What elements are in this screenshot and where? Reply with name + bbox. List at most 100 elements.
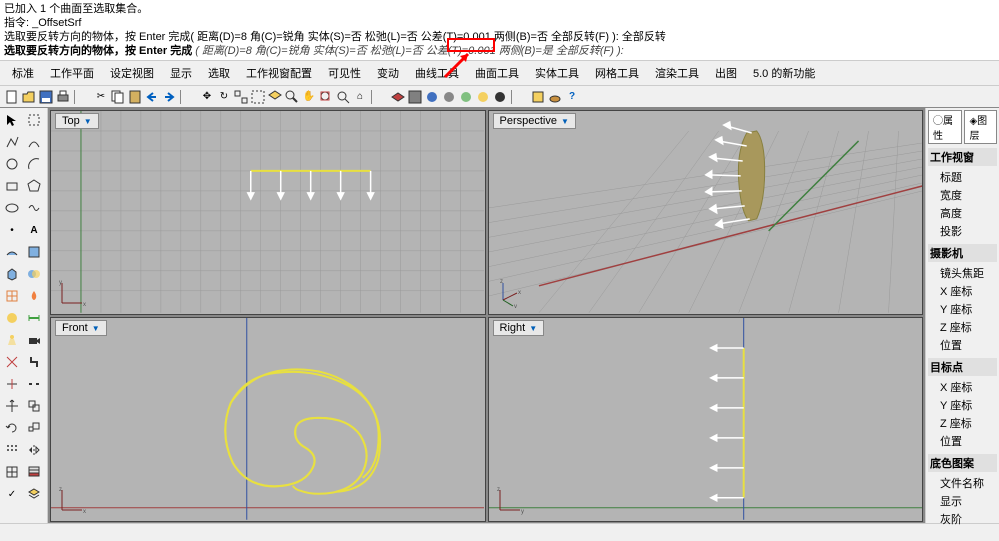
viewport-right[interactable]: Right▼ yz [488,317,924,522]
move-icon[interactable]: ✥ [199,89,215,105]
shade-icon[interactable] [424,89,440,105]
polygon-icon[interactable] [24,176,44,196]
prop-filename[interactable]: 文件名称 [928,474,997,492]
pan-icon[interactable]: ✋ [301,89,317,105]
props-icon[interactable] [24,462,44,482]
check-icon[interactable]: ✓ [2,484,22,504]
light-icon[interactable] [475,89,491,105]
menu-select[interactable]: 选取 [200,63,238,83]
twosided-icon[interactable] [492,89,508,105]
prop-projection[interactable]: 投影 [928,222,997,240]
prop-tx[interactable]: X 座标 [928,378,997,396]
prop-ty[interactable]: Y 座标 [928,396,997,414]
tab-layers[interactable]: ◈图层 [964,110,997,144]
prop-height[interactable]: 高度 [928,204,997,222]
prop-campos[interactable]: 位置 [928,336,997,354]
zoom-icon[interactable] [284,89,300,105]
array-icon[interactable] [2,440,22,460]
scale-tool-icon[interactable] [24,418,44,438]
prop-camz[interactable]: Z 座标 [928,318,997,336]
circle-icon[interactable] [2,154,22,174]
menu-cplane[interactable]: 工作平面 [42,63,102,83]
viewport-right-title[interactable]: Right▼ [493,320,545,336]
menu-layout[interactable]: 工作视窗配置 [238,63,320,83]
open-icon[interactable] [21,89,37,105]
surface-icon[interactable] [2,242,22,262]
prop-title[interactable]: 标题 [928,168,997,186]
save-icon[interactable] [38,89,54,105]
polyline-icon[interactable] [2,132,22,152]
ellipse-icon[interactable] [2,198,22,218]
home-icon[interactable]: ⌂ [352,89,368,105]
new-icon[interactable] [4,89,20,105]
pointer-icon[interactable] [2,110,22,130]
curve2-icon[interactable] [24,198,44,218]
trim-icon[interactable] [2,374,22,394]
prop-tpos[interactable]: 位置 [928,432,997,450]
prop-focal[interactable]: 镜头焦距 [928,264,997,282]
menu-drafting[interactable]: 出图 [707,63,745,83]
tab-properties[interactable]: ◯属性 [928,110,962,144]
sphere-icon[interactable] [458,89,474,105]
viewport-perspective-title[interactable]: Perspective▼ [493,113,576,129]
prop-show[interactable]: 显示 [928,492,997,510]
explode-icon[interactable] [2,352,22,372]
viewport-front-title[interactable]: Front▼ [55,320,107,336]
ungroup-icon[interactable] [250,89,266,105]
print-icon[interactable] [55,89,71,105]
menu-render[interactable]: 渲染工具 [647,63,707,83]
turntable-icon[interactable] [547,89,563,105]
viewport-front[interactable]: Front▼ xz [50,317,486,522]
paste-icon[interactable] [127,89,143,105]
move-tool-icon[interactable] [2,396,22,416]
menu-solid[interactable]: 实体工具 [527,63,587,83]
view-icon[interactable] [407,89,423,105]
text-icon[interactable]: A [24,220,44,240]
menu-standard[interactable]: 标准 [4,63,42,83]
menu-visibility[interactable]: 可见性 [320,63,369,83]
mirror-icon[interactable] [24,440,44,460]
loft-icon[interactable] [24,242,44,262]
cut-icon[interactable]: ✂ [93,89,109,105]
menu-surface[interactable]: 曲面工具 [467,63,527,83]
zoomwin-icon[interactable] [335,89,351,105]
help-icon[interactable]: ? [564,89,580,105]
viewport-top-title[interactable]: Top▼ [55,113,99,129]
group-icon[interactable] [233,89,249,105]
mesh-icon[interactable] [2,286,22,306]
flame-icon[interactable] [24,286,44,306]
split-icon[interactable] [24,374,44,394]
menu-setview[interactable]: 设定视图 [102,63,162,83]
curve-icon[interactable] [24,132,44,152]
prop-gray[interactable]: 灰阶 [928,510,997,528]
render-icon[interactable] [441,89,457,105]
cmd-prompt[interactable]: 选取要反转方向的物体，按 Enter 完成 ( 距离(D)=8 角(C)=锐角 … [4,44,995,58]
menu-display[interactable]: 显示 [162,63,200,83]
copy-tool-icon[interactable] [24,396,44,416]
zoomext-icon[interactable] [318,89,334,105]
prop-camx[interactable]: X 座标 [928,282,997,300]
boolean-icon[interactable] [24,264,44,284]
menu-mesh[interactable]: 网格工具 [587,63,647,83]
prop-tz[interactable]: Z 座标 [928,414,997,432]
prop-camy[interactable]: Y 座标 [928,300,997,318]
lasso-icon[interactable] [24,110,44,130]
box-icon[interactable] [530,89,546,105]
join-icon[interactable] [24,352,44,372]
viewport-top[interactable]: Top▼ xy [50,110,486,315]
rect-tool-icon[interactable] [2,176,22,196]
viewport-perspective[interactable]: Perspective▼ [488,110,924,315]
arc-icon[interactable] [24,154,44,174]
rotate-tool-icon[interactable] [2,418,22,438]
rotate-icon[interactable]: ↻ [216,89,232,105]
dim-icon[interactable] [24,308,44,328]
undo-icon[interactable] [144,89,160,105]
grid-icon[interactable] [2,462,22,482]
spotlight-icon[interactable] [2,330,22,350]
render-tool-icon[interactable] [2,308,22,328]
layers-icon[interactable] [24,484,44,504]
point-icon[interactable]: • [2,220,22,240]
camera-icon[interactable] [24,330,44,350]
layer-icon[interactable] [267,89,283,105]
solid-icon[interactable] [2,264,22,284]
